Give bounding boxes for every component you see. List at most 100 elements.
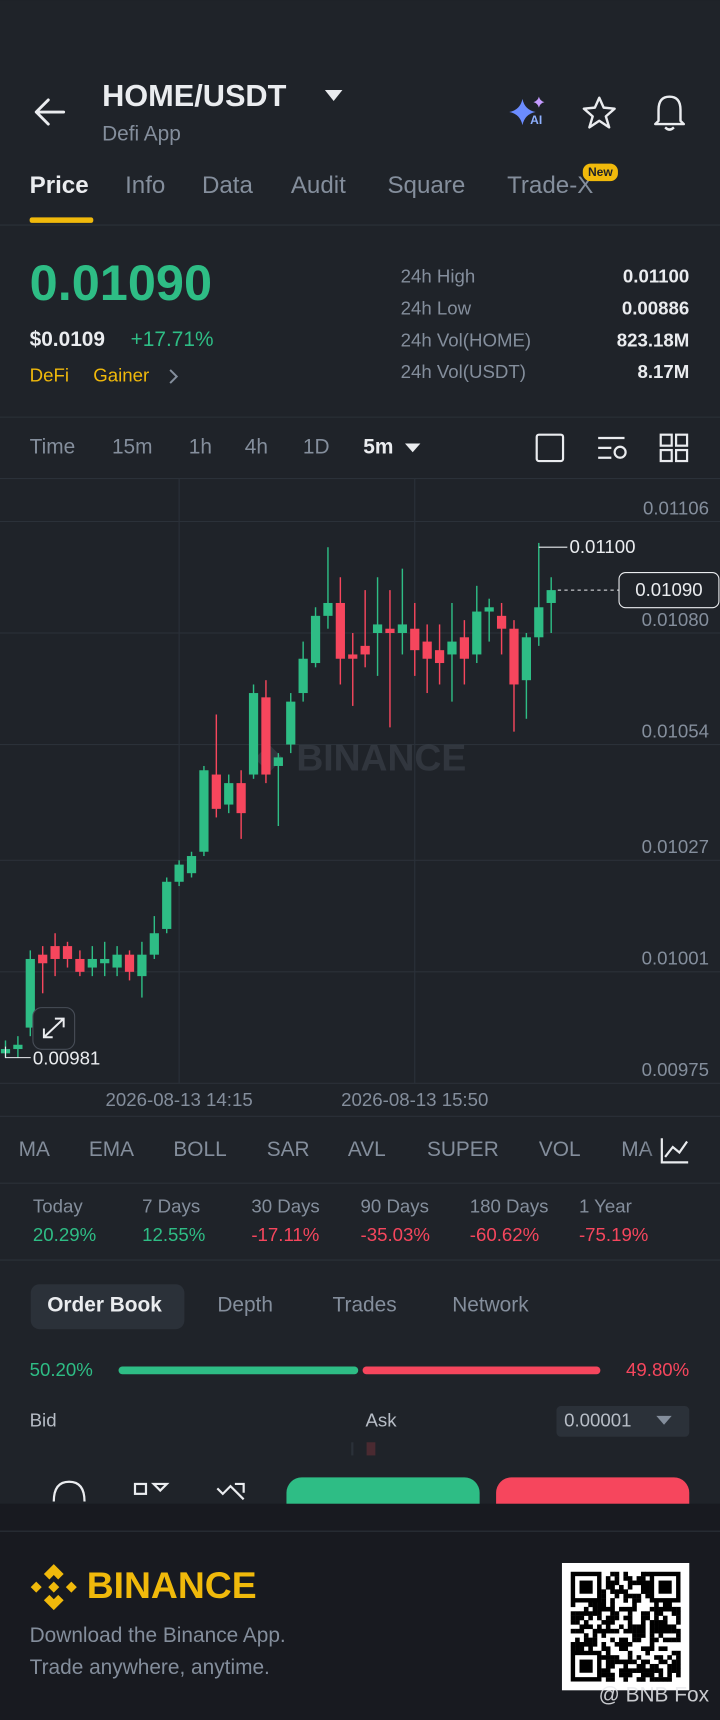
qr-module: [583, 1633, 589, 1638]
last-price-box: [618, 572, 720, 609]
footer-line: Download the Binance App.: [30, 1624, 286, 1647]
qr-module: [640, 1615, 646, 1621]
qr-module: [610, 1606, 615, 1612]
qr-module: [676, 1615, 681, 1621]
qr-module: [575, 1615, 580, 1621]
tab-indicator: [29, 217, 94, 223]
qr-module: [662, 1606, 668, 1612]
qr-module: [592, 1602, 598, 1608]
qr-module: [636, 1628, 642, 1634]
qr-module: [583, 1642, 589, 1647]
tag[interactable]: DeFi: [30, 364, 69, 385]
depth-mark: [351, 1442, 354, 1456]
qr-module: [619, 1668, 624, 1673]
tool-fullscreen[interactable]: [535, 433, 565, 463]
qr-module: [649, 1668, 655, 1673]
qr-module: [583, 1620, 589, 1625]
favorite-button[interactable]: [582, 96, 616, 129]
qr-module: [579, 1611, 585, 1616]
precision-select[interactable]: [556, 1406, 690, 1437]
y-tick-label: 0.00975: [642, 1059, 709, 1080]
tab[interactable]: Audit: [291, 172, 346, 199]
tool-settings[interactable]: [598, 436, 625, 459]
qr-module: [619, 1584, 624, 1590]
qr-module: [649, 1620, 655, 1625]
alert-button[interactable]: [654, 95, 685, 131]
qr-module: [645, 1659, 650, 1665]
interval[interactable]: 15m: [112, 435, 153, 458]
interval[interactable]: 1h: [189, 435, 212, 458]
interval[interactable]: 1D: [303, 435, 330, 458]
qr-module: [632, 1606, 637, 1612]
pair-caret[interactable]: [324, 90, 343, 102]
qr-module: [583, 1637, 589, 1643]
indicator[interactable]: AVL: [348, 1138, 386, 1161]
pair-title[interactable]: HOME/USDT: [102, 78, 287, 113]
qr-module: [570, 1602, 576, 1608]
book-tab[interactable]: Order Book: [47, 1294, 162, 1317]
qr-module: [601, 1642, 607, 1647]
qr-module: [640, 1677, 646, 1682]
pair-subtitle: Defi App: [102, 123, 181, 146]
qr-module: [654, 1677, 659, 1682]
qr-module: [601, 1602, 607, 1608]
tool-layout[interactable]: [659, 433, 673, 447]
qr-module: [645, 1611, 650, 1616]
action-share[interactable]: [216, 1482, 245, 1501]
candle-body: [472, 611, 482, 655]
qr-module: [627, 1650, 633, 1656]
qr-module: [658, 1646, 664, 1652]
qr-module: [601, 1620, 607, 1625]
qr-module: [640, 1576, 646, 1581]
qr-module: [640, 1628, 646, 1634]
action-more[interactable]: [52, 1480, 86, 1502]
qr-module: [614, 1615, 620, 1621]
tab[interactable]: Trade-X: [507, 172, 593, 199]
indicator[interactable]: SAR: [267, 1138, 310, 1161]
qr-module: [654, 1668, 659, 1673]
back-button[interactable]: [34, 98, 66, 126]
active-book-tab: [30, 1284, 185, 1330]
action-grid[interactable]: [133, 1482, 148, 1495]
ai-sparkle[interactable]: [509, 98, 536, 126]
candle-body: [13, 1044, 23, 1050]
tab[interactable]: Data: [202, 172, 254, 199]
interval[interactable]: 4h: [245, 435, 268, 458]
qr-module: [570, 1642, 576, 1647]
qr-module: [636, 1624, 642, 1630]
qr-module: [614, 1611, 620, 1616]
candle-body: [75, 958, 85, 972]
indicator[interactable]: EMA: [89, 1138, 134, 1161]
qr-module: [671, 1668, 677, 1673]
qr-module: [645, 1615, 650, 1621]
indicator[interactable]: MA: [19, 1138, 50, 1161]
qr-module: [579, 1646, 585, 1652]
book-tab[interactable]: Depth: [217, 1294, 273, 1317]
qr-module: [658, 1655, 664, 1660]
interval-caret[interactable]: [405, 443, 421, 453]
indicator-settings[interactable]: [660, 1138, 689, 1164]
qr-module: [640, 1611, 646, 1616]
book-tab[interactable]: Network: [452, 1294, 529, 1317]
qr-module: [623, 1576, 629, 1581]
interval[interactable]: 5m: [363, 435, 393, 458]
candle-body: [211, 774, 221, 809]
qr-module: [632, 1593, 637, 1599]
tag[interactable]: Gainer: [93, 364, 149, 385]
qr-module: [614, 1576, 620, 1581]
qr-module: [671, 1624, 677, 1630]
qr-module: [632, 1668, 637, 1673]
qr-module: [645, 1646, 650, 1652]
qr-module: [671, 1663, 677, 1669]
tab[interactable]: Info: [125, 172, 165, 199]
book-tab[interactable]: Trades: [333, 1294, 397, 1317]
indicator[interactable]: VOL: [539, 1138, 581, 1161]
qr-module: [623, 1571, 629, 1577]
indicator[interactable]: SUPER: [427, 1138, 499, 1161]
tab[interactable]: Price: [30, 172, 89, 199]
indicator[interactable]: BOLL: [173, 1138, 226, 1161]
qr-module: [658, 1620, 664, 1625]
tab[interactable]: Square: [387, 172, 465, 199]
x-tick-label: 2026-08-13 14:15: [106, 1089, 253, 1110]
qr-module: [601, 1598, 607, 1603]
